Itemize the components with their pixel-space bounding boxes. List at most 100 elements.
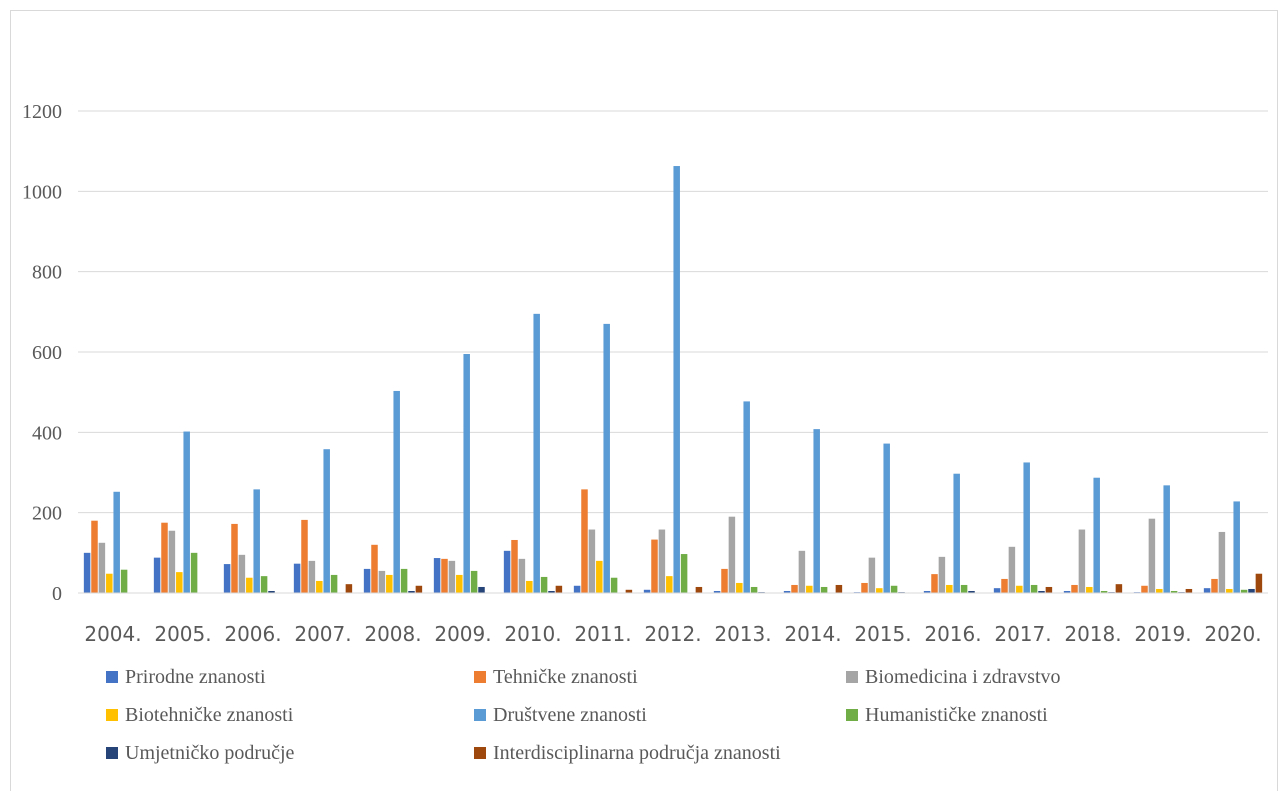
bar [588, 529, 596, 593]
bar [323, 449, 330, 593]
bar [106, 573, 113, 593]
bar [743, 401, 750, 593]
x-tick-label: 2006. [224, 622, 281, 646]
bar [573, 585, 581, 593]
bar [1008, 546, 1016, 593]
bar [168, 530, 176, 593]
y-axis-ticks: 0 200 400 600 800 1000 1200 [22, 101, 62, 605]
x-tick-label: 2013. [714, 622, 771, 646]
bar [330, 574, 338, 593]
legend-swatch [846, 671, 858, 683]
bar [176, 572, 183, 593]
bar [806, 585, 813, 593]
x-tick-label: 2014. [784, 622, 841, 646]
bar [960, 584, 968, 593]
bar [1218, 531, 1226, 593]
bar [83, 552, 91, 593]
legend-label: Prirodne znanosti [125, 666, 266, 688]
legend-label: Biotehničke znanosti [125, 704, 294, 726]
x-tick-label: 2017. [994, 622, 1051, 646]
bar [946, 584, 953, 593]
bar [1233, 501, 1240, 593]
bar [1078, 529, 1086, 593]
legend-item: Prirodne znanosti [106, 666, 266, 688]
legend-swatch [846, 709, 858, 721]
x-tick-label: 2015. [854, 622, 911, 646]
bar [190, 552, 198, 593]
bar [470, 570, 478, 593]
bars [83, 166, 1263, 594]
bar [993, 588, 1001, 593]
bar [643, 589, 651, 593]
x-tick-label: 2016. [924, 622, 981, 646]
bar [533, 313, 540, 593]
bar [386, 574, 393, 593]
bar [1148, 518, 1156, 593]
x-tick-label: 2012. [644, 622, 701, 646]
bar [408, 590, 415, 593]
bar [968, 590, 975, 593]
bar [658, 529, 666, 593]
x-tick-label: 2005. [154, 622, 211, 646]
bar [113, 491, 120, 593]
bar [120, 569, 128, 593]
bar [728, 516, 736, 593]
bar [1023, 462, 1030, 593]
bar [1170, 590, 1178, 593]
bar [345, 584, 353, 593]
bar [1203, 588, 1211, 593]
legend-label: Društvene znanosti [493, 704, 647, 726]
bar [603, 323, 610, 593]
bar [581, 489, 588, 593]
bar [238, 554, 246, 593]
bar [953, 473, 960, 593]
legend-label: Humanističke znanosti [865, 704, 1048, 726]
bar [721, 568, 728, 593]
bar [555, 585, 563, 593]
bar [463, 354, 470, 593]
bar [293, 563, 301, 593]
bar [596, 560, 603, 593]
legend-swatch [474, 747, 486, 759]
bar [813, 429, 820, 593]
bar [1211, 578, 1218, 593]
x-tick-label: 2009. [434, 622, 491, 646]
gridlines [78, 110, 1268, 514]
legend-item: Interdisciplinarna područja znanosti [474, 742, 781, 764]
bar [363, 568, 371, 593]
legend-item: Biomedicina i zdravstvo [846, 666, 1061, 688]
bar [1086, 586, 1093, 593]
bar [400, 568, 408, 593]
bar [1093, 477, 1100, 593]
legend-swatch [106, 747, 118, 759]
legend-label: Interdisciplinarna područja znanosti [493, 742, 781, 764]
bar [673, 166, 680, 594]
y-tick-label: 400 [32, 422, 62, 444]
bar [868, 557, 876, 593]
bar [1030, 584, 1038, 593]
bar [666, 576, 673, 593]
bar [1100, 590, 1108, 593]
bar [153, 557, 161, 593]
bar [1240, 589, 1248, 593]
bar [223, 564, 231, 593]
legend-item: Humanističke znanosti [846, 704, 1048, 726]
x-tick-label: 2019. [1134, 622, 1191, 646]
legend-item: Društvene znanosti [474, 704, 647, 726]
bar [253, 489, 260, 593]
bar [736, 582, 743, 593]
bar [1226, 588, 1233, 593]
bar [478, 586, 485, 593]
bar [378, 570, 386, 593]
bar [1001, 578, 1008, 593]
bar [791, 584, 798, 593]
bar [1156, 588, 1163, 593]
bar [798, 550, 806, 593]
x-tick-label: 2018. [1064, 622, 1121, 646]
bar [1016, 585, 1023, 593]
bar [680, 554, 688, 593]
bar [890, 585, 898, 593]
bar [1248, 588, 1255, 593]
bar [820, 586, 828, 593]
bar [861, 582, 868, 593]
